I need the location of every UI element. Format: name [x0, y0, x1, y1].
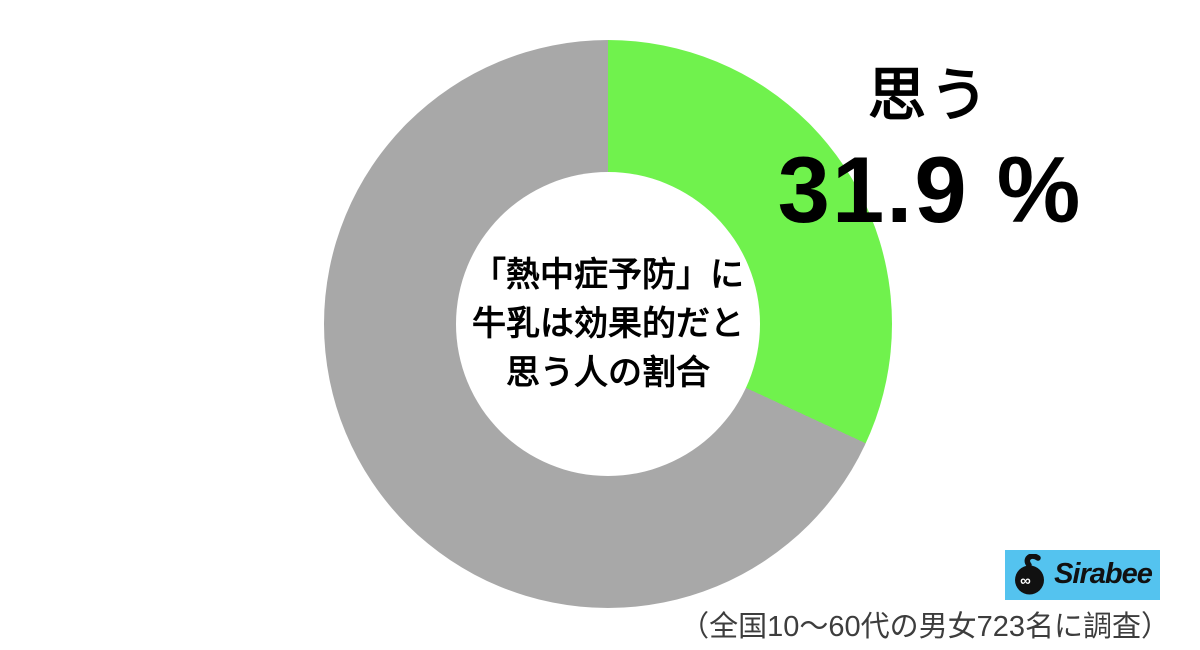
segment-callout-label: 思う	[867, 63, 992, 128]
bee-glasses-glyph: ∞	[1020, 573, 1031, 590]
segment-callout: 思う 31.9 %	[745, 63, 1115, 242]
chart-title-line-3: 思う人の割合	[506, 353, 710, 392]
sirabee-logo-text: Sirabee	[1054, 557, 1153, 590]
bee-mascot-icon: ∞	[1015, 554, 1045, 595]
chart-title-line-2: 牛乳は効果的だと	[472, 304, 744, 343]
chart-title-line-1: 「熱中症予防」に	[472, 255, 744, 294]
donut-chart: 「熱中症予防」に 牛乳は効果的だと 思う人の割合	[324, 40, 892, 608]
survey-note: （全国10〜60代の男女723名に調査）	[680, 611, 1170, 643]
segment-callout-value: 31.9 %	[777, 136, 1083, 242]
sirabee-logo: ∞ Sirabee	[1005, 550, 1160, 600]
donut-center: 「熱中症予防」に 牛乳は効果的だと 思う人の割合	[456, 172, 760, 476]
